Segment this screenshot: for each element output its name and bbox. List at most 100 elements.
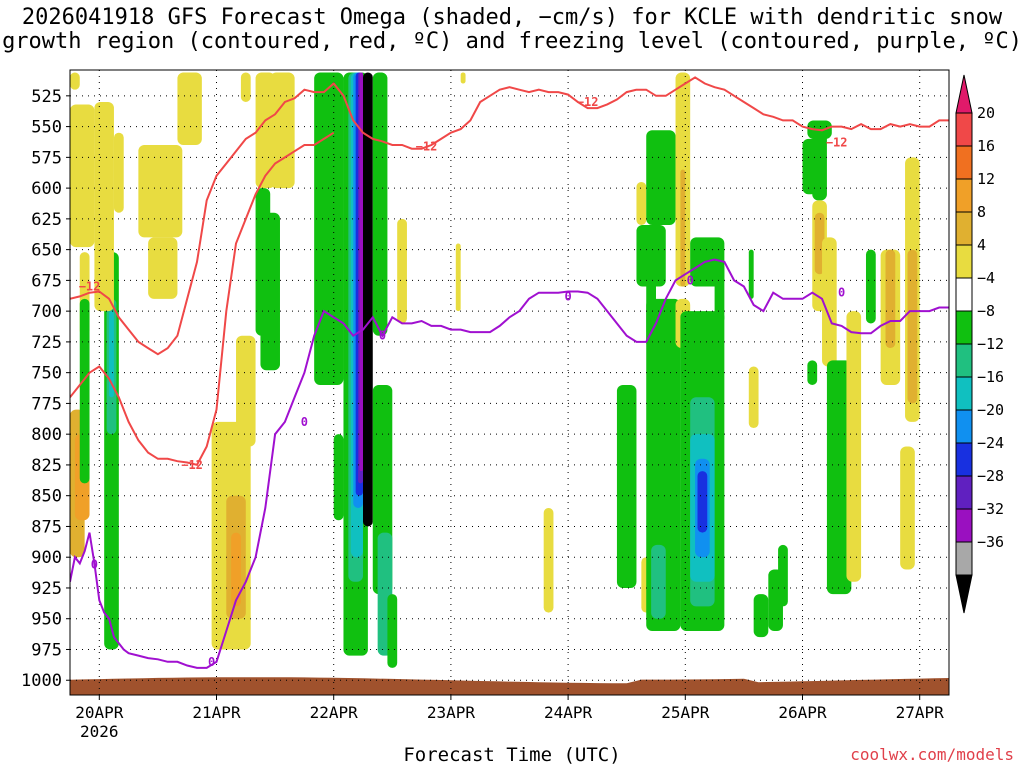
x-tick-24APR: 24APR	[544, 703, 593, 722]
x-tick-20APR: 20APR	[75, 703, 124, 722]
plot-frame	[69, 69, 950, 696]
title-line-1: 2026041918 GFS Forecast Omega (shaded, −…	[21, 5, 1003, 30]
omega-region-63	[778, 544, 788, 607]
y-tick-750: 750	[31, 364, 62, 384]
contour-labels: −12 −12 −12 −12 −12 0 0 0 0 0 0 0	[79, 95, 848, 669]
omega-region-38	[455, 243, 461, 312]
colorbar-label-1: 16	[977, 137, 995, 155]
colorbar-label-11: −28	[977, 467, 1004, 485]
omega-region-22	[270, 72, 295, 189]
omega-region-58	[714, 261, 725, 324]
omega-region-59	[748, 249, 754, 299]
omega-region-61	[753, 594, 769, 638]
colorbar-seg-14	[955, 541, 973, 576]
omega-region-70	[807, 360, 818, 385]
y-tick-950: 950	[31, 610, 62, 630]
contour-label-0: −12	[79, 280, 101, 294]
omega-region-24	[333, 434, 344, 521]
omega-region-17	[236, 335, 256, 447]
colorbar-label-7: −12	[977, 335, 1004, 353]
omega-region-33	[372, 72, 388, 336]
y-tick-625: 625	[31, 210, 62, 230]
colorbar-label-6: −8	[977, 302, 995, 320]
omega-region-71	[826, 360, 852, 595]
y-tick-550: 550	[31, 118, 62, 138]
y-tick-925: 925	[31, 579, 62, 599]
dgz-top-contour	[70, 76, 949, 356]
omega-region-1	[70, 104, 95, 248]
y-tick-600: 600	[31, 179, 62, 199]
contour-label-1: −12	[181, 458, 203, 472]
colorbar-label-10: −24	[977, 434, 1004, 452]
y-tick-900: 900	[31, 548, 62, 568]
omega-region-0	[70, 72, 80, 90]
x-tick-sub-20APR: 2026	[80, 722, 119, 741]
x-tick-25APR: 25APR	[661, 703, 710, 722]
colorbar-bottom-arrow	[955, 574, 973, 614]
contour-label-11: 0	[838, 286, 845, 300]
contour-label-3: −12	[577, 95, 599, 109]
colorbar-top-arrow	[955, 74, 973, 114]
omega-region-72	[865, 249, 876, 324]
omega-region-21	[260, 212, 280, 371]
chart-title: 2026041918 GFS Forecast Omega (shaded, −…	[0, 6, 1024, 54]
colorbar-label-2: 12	[977, 170, 995, 188]
omega-region-48	[651, 544, 666, 619]
colorbar-seg-7	[955, 310, 973, 345]
omega-region-78	[900, 446, 915, 570]
freezing-level-contour	[70, 258, 949, 669]
colorbar-label-5: −4	[977, 269, 995, 287]
contour-label-2: −12	[416, 139, 438, 153]
contour-label-5: 0	[91, 558, 98, 572]
colorbar-label-12: −32	[977, 500, 1004, 518]
omega-region-39	[460, 72, 466, 84]
credit-text: coolwx.com/models	[850, 745, 1014, 764]
omega-region-11	[138, 145, 183, 238]
omega-region-50	[680, 169, 686, 287]
omega-region-31	[359, 72, 363, 472]
omega-region-43	[616, 384, 637, 588]
y-tick-725: 725	[31, 333, 62, 353]
x-tick-23APR: 23APR	[427, 703, 476, 722]
y-tick-525: 525	[31, 87, 62, 107]
colorbar-seg-9	[955, 376, 973, 411]
omega-region-41	[636, 181, 647, 226]
y-axis: 525 550 575 600 625 650 675 700 725 750 775 800 825 8…	[21, 87, 70, 691]
colorbar-seg-8	[955, 343, 973, 378]
omega-region-37	[397, 218, 407, 324]
contour-label-10: 0	[687, 273, 694, 287]
x-tick-27APR: 27APR	[896, 703, 945, 722]
omega-region-69	[822, 237, 837, 367]
y-tick-825: 825	[31, 456, 62, 476]
terrain	[70, 677, 949, 695]
colorbar-seg-11	[955, 442, 973, 477]
x-tick-26APR: 26APR	[778, 703, 827, 722]
y-tick-775: 775	[31, 394, 62, 414]
omega-shading	[70, 72, 920, 668]
omega-region-36	[387, 594, 398, 668]
y-tick-575: 575	[31, 148, 62, 168]
colorbar-seg-4	[955, 211, 973, 246]
x-tick-22APR: 22APR	[310, 703, 359, 722]
colorbar-seg-2	[955, 145, 973, 180]
omega-region-77	[907, 249, 918, 404]
omega-region-18	[240, 72, 251, 102]
omega-region-40	[543, 507, 554, 613]
terrain-surface	[70, 677, 949, 695]
omega-region-13	[177, 72, 202, 146]
x-axis-label: Forecast Time (UTC)	[403, 744, 621, 766]
y-tick-975: 975	[31, 640, 62, 660]
omega-region-23	[314, 72, 344, 385]
omega-region-45	[646, 130, 676, 226]
title-line-2: growth region (contoured, red, ºC) and f…	[2, 29, 1022, 54]
contour-label-9: 0	[564, 289, 571, 303]
y-tick-850: 850	[31, 487, 62, 507]
colorbar-seg-3	[955, 178, 973, 213]
colorbar-seg-5	[955, 244, 973, 279]
contour-label-8: 0	[379, 329, 386, 343]
omega-region-60	[748, 366, 759, 429]
y-tick-675: 675	[31, 271, 62, 291]
colorbar-label-4: 4	[977, 236, 986, 254]
